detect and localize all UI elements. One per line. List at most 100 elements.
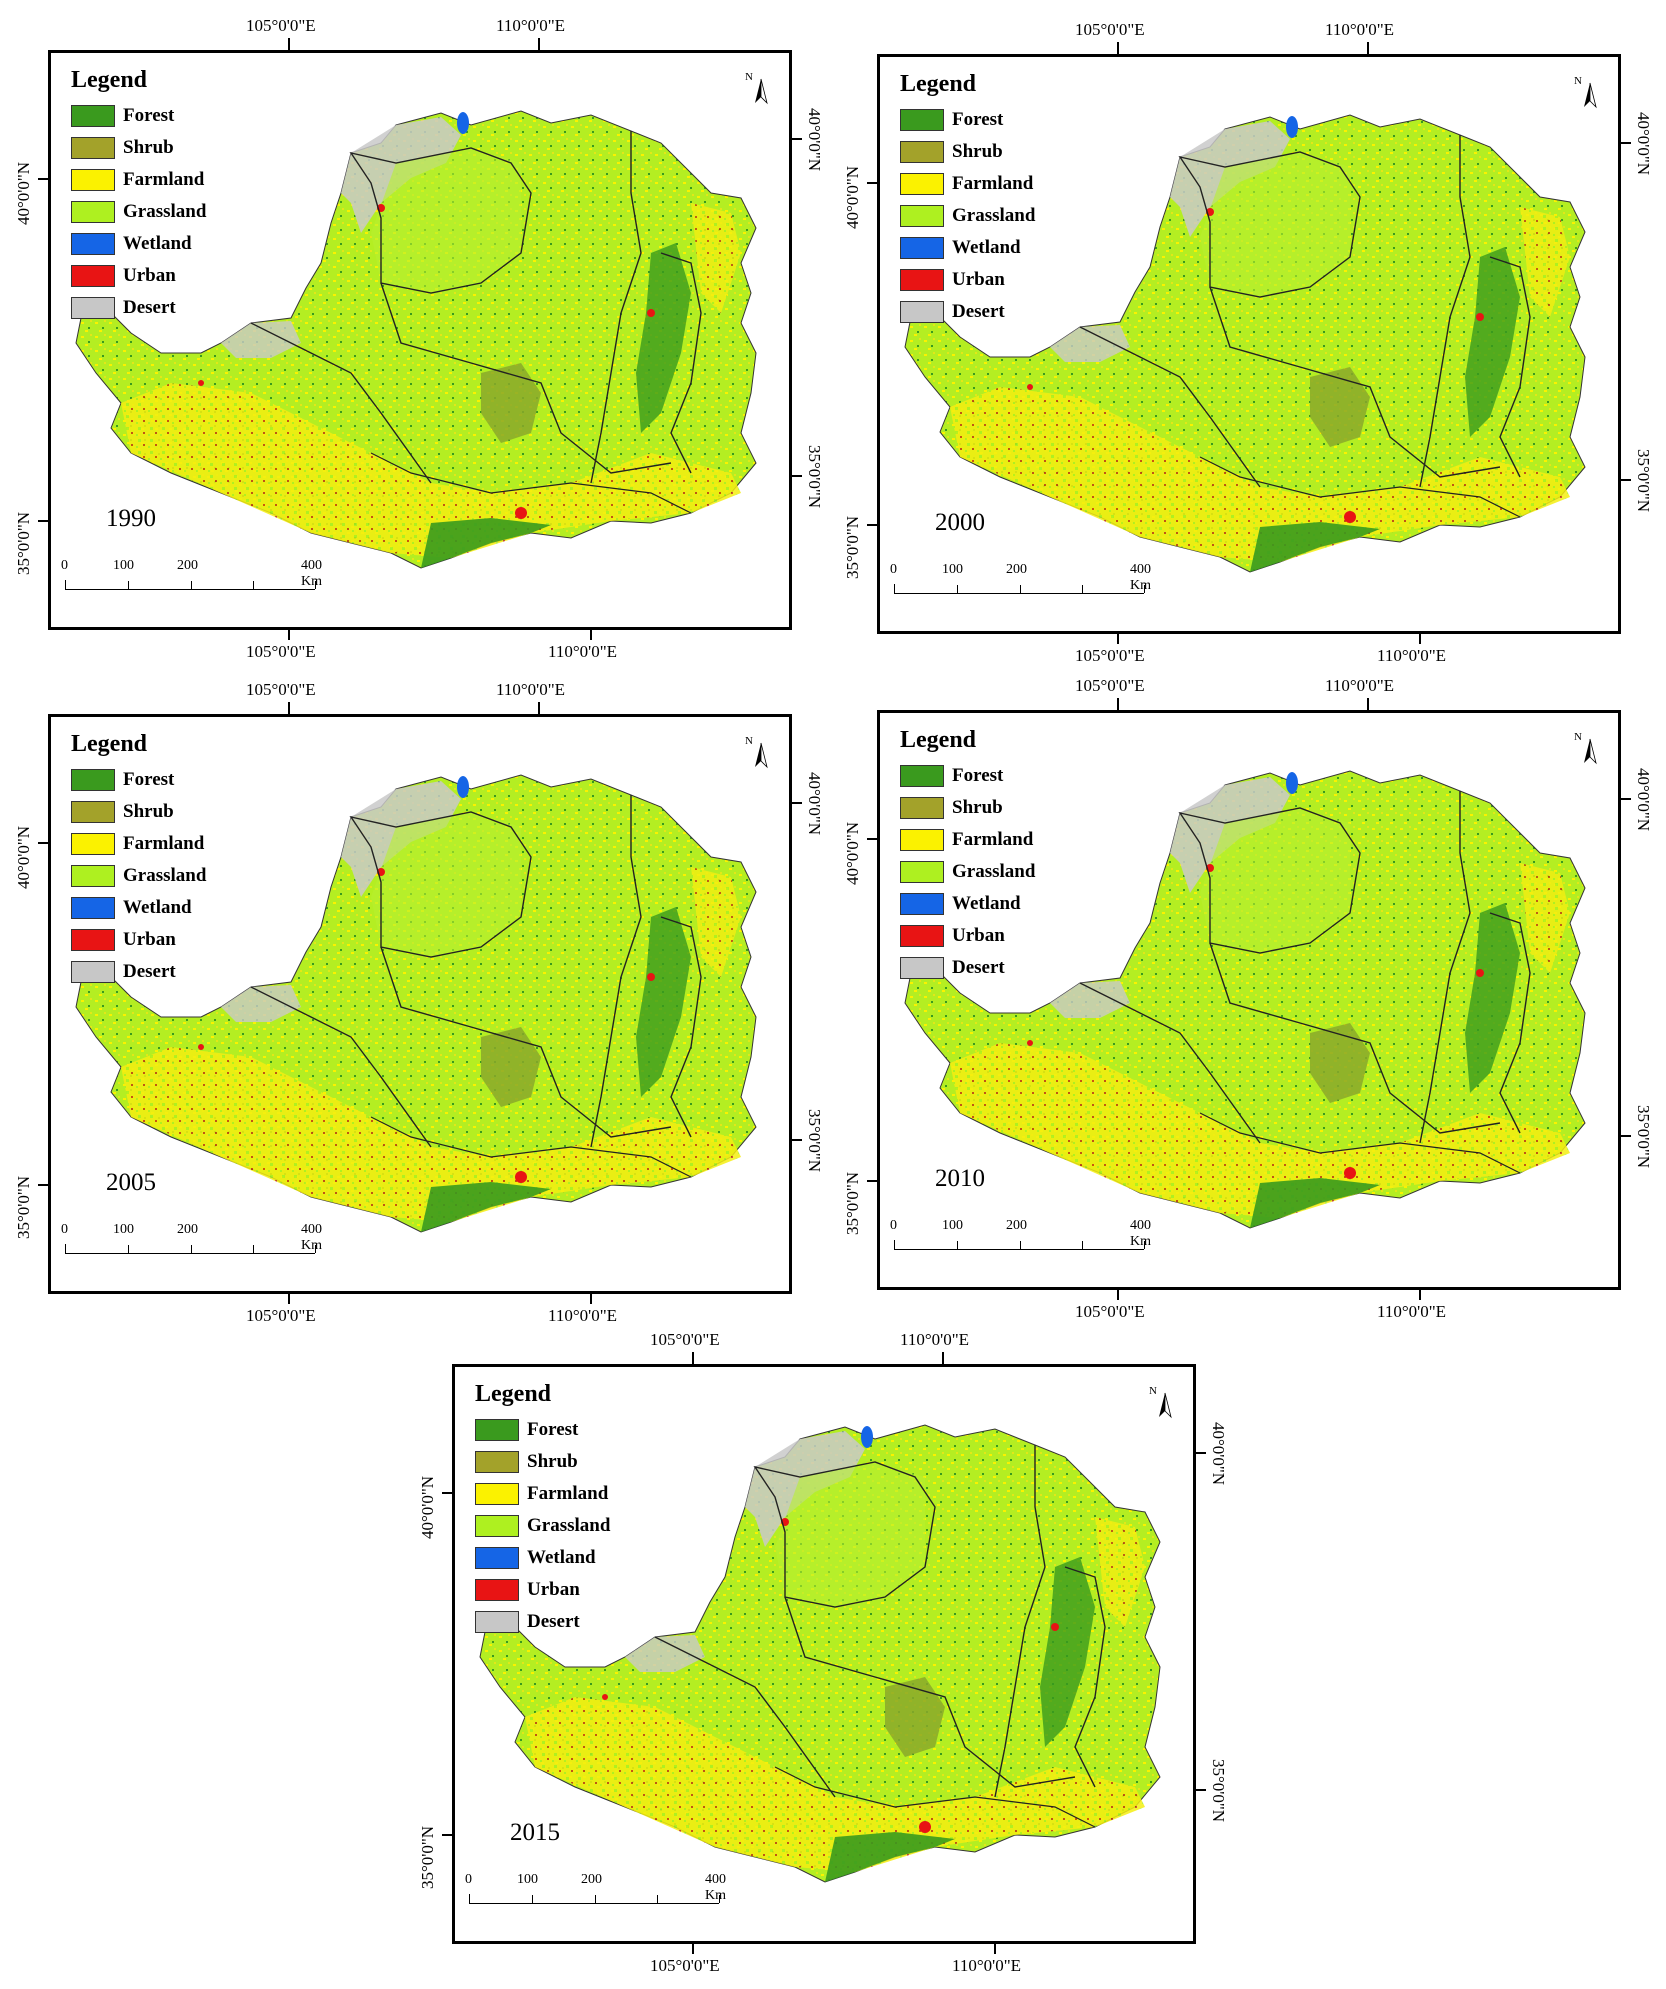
graticule-tick [1367,698,1369,710]
legend-swatch [475,1515,519,1537]
legend-item: Wetland [475,1542,610,1574]
lat-label-right-40: 40°0'0"N [805,772,824,836]
legend-item: Farmland [900,168,1035,200]
legend-swatch [475,1611,519,1633]
lat-label-right-35: 35°0'0"N [805,1109,824,1173]
graticule-tick [1117,698,1119,710]
legend-label: Grassland [952,205,1036,226]
graticule-tick [288,38,290,50]
graticule-tick [38,178,48,180]
graticule-tick [942,1352,944,1364]
legend-swatch [900,957,944,979]
graticule-tick [1621,1135,1631,1137]
farmland-south [525,1697,1145,1872]
legend-swatch [900,765,944,787]
shrub-central [1310,367,1370,447]
scale-line [894,584,1145,594]
legend-swatch [900,925,944,947]
scale-tick-400: 400 Km [301,1222,322,1253]
forest-south [421,1182,551,1232]
legend-swatch [900,829,944,851]
boundary-line [774,1766,1096,1828]
legend-label: Forest [123,105,175,126]
graticule-tick [538,38,540,50]
wetland-lake [1286,116,1298,138]
graticule-tick [692,1944,694,1954]
wetland-lake [1286,772,1298,794]
scale-tick-100: 100 [942,1218,963,1233]
legend-label: Desert [952,957,1005,978]
lon-label-top-110: 110°0'0"E [900,1330,970,1349]
lon-label-top-110: 110°0'0"E [496,16,566,35]
forest-east [1040,1557,1095,1747]
legend-swatch [900,173,944,195]
legend-swatch [900,797,944,819]
forest-east [636,243,691,433]
legend-label: Shrub [123,137,174,158]
urban-spot [515,1171,527,1183]
scale-line [894,1240,1145,1250]
scale-bar: 0 100 200 400 Km [465,1872,729,1912]
legend-label: Farmland [123,833,205,854]
legend-item: Forest [71,100,206,132]
map-panel-2000: Legend Forest Shrub Farmland Grassland Wetla… [877,54,1621,634]
panel-year: 1990 [106,505,156,532]
legend-swatch [900,205,944,227]
legend-item: Farmland [71,828,206,860]
scale-tick-100: 100 [113,1222,134,1237]
lon-label-bottom-105: 105°0'0"E [650,1956,720,1975]
boundary-line [1199,1112,1521,1174]
legend-item: Urban [900,264,1035,296]
legend-item: Shrub [900,792,1035,824]
north-label: N [745,71,753,83]
boundary-line [1178,151,1361,298]
legend-label: Shrub [527,1451,578,1472]
forest-south [1250,1178,1380,1228]
wetland-lake [861,1426,873,1448]
forest-south [421,518,551,568]
legend-item: Grassland [900,200,1035,232]
boundary-line [753,1461,936,1608]
legend-swatch [71,801,115,823]
urban-spot [1027,1040,1033,1046]
legend-label: Shrub [123,801,174,822]
lat-label-right-35: 35°0'0"N [1634,1105,1653,1169]
scale-bar: 0 100 200 400 Km [890,1218,1154,1258]
farmland-east-valley [1520,207,1570,317]
farmland-south [950,1043,1570,1218]
lon-label-top-105: 105°0'0"E [246,16,316,35]
lon-label-top-110: 110°0'0"E [1325,20,1395,39]
legend-item: Desert [900,952,1035,984]
scale-tick-200: 200 [177,1222,198,1237]
legend-item: Farmland [71,164,206,196]
lon-label-top-105: 105°0'0"E [246,680,316,699]
urban-spot [1476,313,1484,321]
map-panel-2010: Legend Forest Shrub Farmland Grassland Wetla… [877,710,1621,1290]
legend-label: Urban [527,1579,580,1600]
urban-spot [602,1694,608,1700]
legend-item: Shrub [900,136,1035,168]
graticule-tick [867,182,877,184]
legend-label: Grassland [527,1515,611,1536]
legend-label: Desert [123,961,176,982]
forest-south [825,1832,955,1882]
legend-label: Urban [123,265,176,286]
graticule-tick [867,524,877,526]
lat-label-left-35: 35°0'0"N [843,1171,862,1235]
urban-spot [919,1821,931,1833]
north-label: N [745,735,753,747]
legend-swatch [71,961,115,983]
farmland-east-valley [691,867,741,977]
graticule-tick [1419,1290,1421,1300]
desert-west [625,1635,705,1672]
legend-label: Forest [952,765,1004,786]
boundary-line [1178,807,1361,954]
legend-swatch [71,297,115,319]
shrub-central [885,1677,945,1757]
graticule-tick [1117,634,1119,644]
legend-swatch [71,201,115,223]
legend-swatch [900,141,944,163]
lon-label-top-110: 110°0'0"E [1325,676,1395,695]
boundary-line [1079,982,1261,1144]
scale-tick-200: 200 [1006,1218,1027,1233]
